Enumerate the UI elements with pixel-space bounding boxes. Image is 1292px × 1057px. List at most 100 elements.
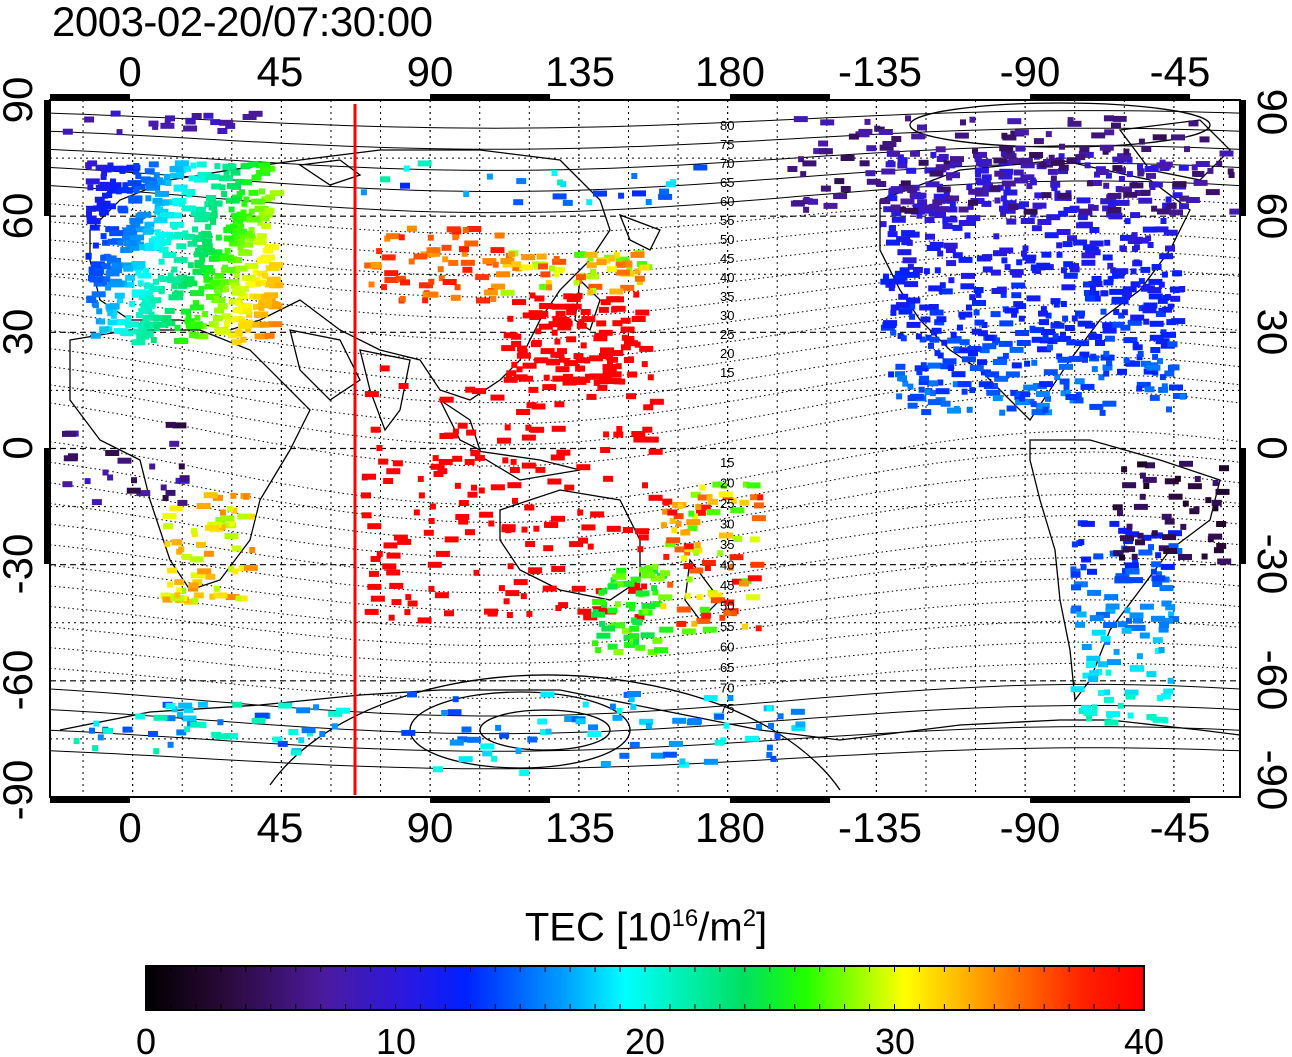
tec-pixel	[876, 181, 887, 187]
tec-pixel	[1070, 686, 1085, 693]
tec-pixel	[620, 344, 631, 351]
tec-pixel	[232, 288, 243, 295]
tec-pixel	[623, 691, 630, 698]
tec-pixel	[1013, 169, 1024, 176]
tec-pixel	[820, 185, 831, 192]
tec-pixel	[1011, 292, 1022, 299]
tec-pixel	[750, 494, 761, 501]
tec-pixel	[566, 309, 577, 316]
tec-pixel	[1179, 393, 1186, 400]
tec-pixel	[383, 478, 394, 484]
tec-pixel	[982, 343, 997, 350]
tec-pixel	[1095, 340, 1105, 346]
tec-pixel	[683, 563, 694, 569]
tec-pixel	[927, 380, 938, 387]
tec-pixel	[528, 567, 543, 574]
tec-pixel	[231, 507, 238, 514]
tec-pixel	[1084, 295, 1095, 302]
tec-pixel	[953, 346, 960, 353]
tec-pixel	[929, 170, 944, 177]
tec-pixel	[162, 252, 177, 259]
tec-pixel	[627, 691, 641, 697]
tec-pixel	[564, 303, 575, 310]
tec-pixel	[883, 273, 889, 280]
tec-pixel	[92, 302, 99, 309]
tec-pixel	[666, 537, 681, 544]
tec-pixel	[1066, 339, 1077, 346]
tec-pixel	[1054, 374, 1061, 381]
tec-pixel	[181, 554, 192, 560]
tec-pixel	[448, 259, 459, 266]
tec-pixel	[232, 228, 247, 235]
frame-ticks	[44, 94, 1246, 803]
tec-pixel	[956, 324, 963, 331]
tec-pixel	[154, 229, 161, 236]
tec-pixel	[223, 171, 230, 178]
tec-pixel	[1004, 183, 1011, 190]
tec-pixel	[946, 260, 957, 267]
tec-pixel	[1063, 384, 1070, 391]
tec-pixel	[1031, 359, 1038, 366]
tec-pixel	[515, 748, 522, 754]
coastline	[618, 213, 661, 251]
tec-pixel	[1157, 208, 1171, 215]
tec-pixel	[1187, 483, 1202, 490]
tec-pixel	[897, 157, 908, 164]
tec-pixel	[580, 309, 591, 315]
tec-pixel	[1132, 344, 1143, 351]
tec-pixel	[148, 286, 163, 293]
tec-pixel	[1149, 334, 1164, 341]
tec-pixel	[1179, 286, 1186, 292]
tec-pixel	[1179, 460, 1193, 467]
tec-pixel	[131, 339, 146, 346]
contour-line	[50, 641, 1240, 682]
tec-pixel	[1023, 208, 1038, 215]
tec-pixel	[1091, 132, 1106, 139]
tec-pixel	[370, 556, 381, 562]
tec-pixel	[990, 311, 1001, 318]
right-lat-label: -30	[1249, 534, 1292, 595]
tec-pixel	[488, 520, 495, 527]
tec-pixel	[1169, 384, 1183, 391]
tec-pixel	[89, 276, 104, 283]
tec-pixel	[173, 290, 184, 297]
tec-pixel	[1003, 189, 1018, 196]
tec-pixel	[132, 289, 147, 296]
tec-pixel	[405, 594, 412, 601]
tec-pixel	[106, 326, 113, 333]
contour-label: 30	[720, 308, 734, 323]
tec-pixel	[144, 242, 155, 249]
tec-pixel	[124, 281, 135, 288]
tec-pixel	[687, 525, 698, 532]
tec-pixel	[562, 199, 573, 206]
tec-pixel	[536, 253, 547, 260]
tec-pixel	[94, 196, 105, 203]
tec-pixel	[476, 297, 490, 304]
tec-pixel	[557, 179, 564, 186]
tec-pixel	[1167, 677, 1174, 684]
tec-pixel	[1030, 401, 1037, 408]
right-lat-label: 90	[1249, 89, 1292, 136]
tec-pixel	[724, 599, 735, 606]
tec-pixel	[598, 378, 609, 385]
tec-pixel	[1084, 162, 1091, 169]
tec-pixel	[601, 625, 616, 632]
tec-pixel	[519, 264, 534, 271]
tec-pixel	[618, 192, 625, 199]
tec-pixel	[215, 234, 222, 241]
tec-pixel	[1180, 523, 1187, 530]
tec-pixel	[1093, 553, 1104, 560]
tec-pixel	[125, 244, 140, 251]
tec-pixel	[1131, 553, 1138, 560]
tec-pixel	[428, 291, 439, 298]
tec-pixel	[1150, 568, 1157, 575]
tec-pixel	[1138, 138, 1145, 145]
tec-pixel	[766, 705, 773, 711]
tec-pixel	[516, 366, 523, 373]
tec-pixel	[1015, 391, 1022, 398]
tec-pixel	[539, 283, 550, 290]
tec-pixel	[214, 163, 221, 170]
tec-pixel	[165, 489, 176, 496]
tec-pixel	[526, 402, 537, 409]
tec-pixel	[207, 521, 222, 528]
